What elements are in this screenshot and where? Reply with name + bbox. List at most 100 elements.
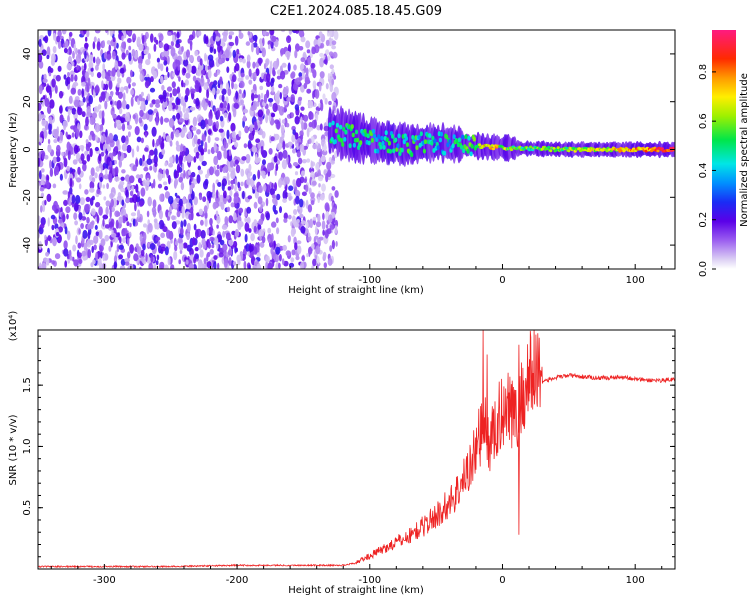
colorbar-tick-label: 0.0: [698, 261, 709, 277]
noise-cell: [112, 50, 116, 60]
noise-cell: [305, 228, 308, 234]
noise-cell: [38, 170, 42, 180]
noise-cell: [56, 35, 61, 43]
noise-cell: [165, 66, 169, 73]
noise-cell: [102, 214, 109, 220]
noise-cell: [109, 160, 112, 168]
noise-cell: [217, 182, 222, 187]
noise-cell: [317, 175, 324, 182]
noise-cell: [126, 144, 132, 154]
noise-cell: [308, 187, 312, 195]
noise-cell: [263, 183, 267, 192]
noise-cell: [58, 90, 64, 99]
noise-cell: [182, 68, 187, 74]
noise-cell: [294, 115, 300, 125]
noise-cell: [270, 136, 275, 142]
noise-cell: [171, 81, 176, 89]
noise-cell: [259, 42, 263, 52]
noise-cell: [227, 88, 232, 96]
noise-cell: [66, 63, 72, 71]
noise-cell: [64, 40, 69, 49]
noise-cell: [109, 192, 114, 200]
noise-cell: [45, 251, 50, 257]
noise-cell: [182, 82, 186, 88]
signal-core: [433, 138, 437, 144]
noise-cell: [149, 243, 156, 250]
noise-cell: [216, 150, 222, 161]
noise-cell: [98, 110, 103, 119]
noise-cell: [181, 46, 184, 52]
noise-cell: [260, 145, 264, 156]
noise-cell: [47, 235, 51, 242]
noise-cell: [158, 33, 164, 42]
noise-cell: [322, 212, 325, 220]
noise-cell: [291, 134, 296, 143]
noise-cell: [120, 207, 127, 218]
noise-cell: [125, 49, 129, 56]
noise-cell: [296, 219, 300, 224]
noise-cell: [237, 77, 242, 82]
noise-cell: [168, 174, 171, 185]
noise-cell: [82, 97, 86, 103]
noise-cell: [146, 177, 150, 187]
noise-cell: [322, 229, 325, 236]
noise-cell: [160, 232, 166, 239]
noise-cell: [275, 163, 279, 171]
noise-cell: [51, 260, 55, 265]
noise-cell: [87, 231, 91, 240]
noise-cell: [95, 135, 98, 142]
noise-cell: [55, 74, 61, 82]
noise-cell: [283, 260, 289, 267]
noise-cell: [178, 241, 184, 251]
noise-cell: [95, 166, 100, 172]
noise-cell: [59, 105, 63, 114]
noise-cell: [70, 61, 75, 67]
noise-cell: [209, 248, 214, 255]
noise-cell: [183, 156, 186, 163]
noise-cell: [176, 39, 180, 45]
noise-cell: [112, 114, 117, 119]
noise-cell: [315, 162, 320, 171]
noise-cell: [163, 264, 169, 269]
noise-cell: [191, 126, 197, 131]
noise-cell: [252, 189, 256, 194]
noise-cell: [52, 156, 57, 164]
noise-cell: [263, 93, 268, 104]
y-tick-label: 40: [22, 48, 33, 61]
noise-cell: [161, 84, 165, 91]
noise-cell: [85, 116, 89, 127]
noise-cell: [207, 69, 212, 79]
noise-cell: [192, 116, 198, 127]
noise-cell: [307, 204, 313, 213]
noise-cell: [301, 121, 305, 131]
noise-cell: [50, 214, 56, 220]
noise-cell: [212, 201, 217, 210]
noise-cell: [153, 178, 156, 189]
noise-cell: [136, 216, 142, 223]
noise-cell: [271, 85, 275, 93]
noise-cell: [85, 139, 89, 144]
noise-cell: [248, 127, 254, 132]
noise-cell: [227, 186, 232, 191]
noise-cell: [55, 156, 61, 162]
noise-cell: [217, 262, 220, 269]
noise-cell: [176, 163, 181, 174]
noise-cell: [99, 176, 103, 183]
noise-cell: [246, 217, 251, 224]
noise-cell: [228, 149, 232, 157]
noise-cell: [63, 47, 68, 54]
noise-cell: [331, 239, 335, 250]
noise-cell: [65, 131, 68, 138]
noise-cell: [159, 261, 165, 269]
noise-cell: [51, 78, 56, 88]
signal-core: [377, 134, 381, 140]
noise-cell: [140, 249, 145, 257]
noise-cell: [328, 30, 332, 38]
noise-cell: [113, 134, 118, 142]
noise-cell: [121, 143, 128, 152]
noise-cell: [238, 207, 244, 214]
noise-cell: [109, 208, 112, 219]
noise-cell: [233, 212, 237, 222]
noise-cell: [253, 94, 259, 99]
noise-cell: [282, 190, 288, 200]
